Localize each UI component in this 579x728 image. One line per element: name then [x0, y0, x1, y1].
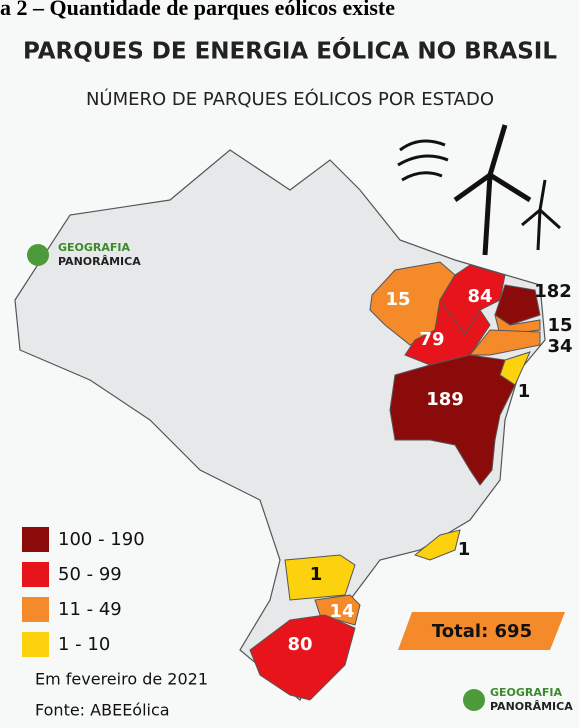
- logo-text: GEOGRAFIA: [490, 686, 563, 699]
- legend-swatch: [22, 527, 49, 552]
- subtitle: NÚMERO DE PARQUES EÓLICOS POR ESTADO: [86, 88, 494, 110]
- state-value: 1: [310, 564, 323, 585]
- wind-icon: [397, 124, 562, 256]
- total: Total: 695: [432, 621, 532, 642]
- logo: GEOGRAFIA PANORÂMICA: [27, 241, 141, 268]
- logo-globe: [463, 689, 485, 711]
- footer-source: Fonte: ABEEólica: [35, 701, 170, 720]
- state-value: 80: [287, 634, 312, 655]
- state: [249, 614, 356, 701]
- footer-date: Em fevereiro de 2021: [35, 670, 208, 689]
- state-value: 34: [547, 336, 572, 357]
- state: [314, 594, 361, 626]
- logo: GEOGRAFIA PANORÂMICA: [463, 686, 573, 713]
- state: [284, 554, 356, 601]
- state-value: 189: [426, 389, 464, 410]
- state-value: 1: [458, 539, 471, 560]
- state-value: 1: [518, 381, 531, 402]
- logo-text: PANORÂMICA: [490, 700, 573, 713]
- logo-globe: [27, 244, 49, 266]
- title: PARQUES DE ENERGIA EÓLICA NO BRASIL: [23, 37, 557, 65]
- state-value: 15: [547, 315, 572, 336]
- state-value: 182: [534, 281, 572, 302]
- logo-text: GEOGRAFIA: [58, 241, 131, 254]
- legend: 100 - 190 50 - 99 11 - 49 1 - 10: [22, 527, 145, 657]
- legend-label: 50 - 99: [58, 564, 122, 585]
- total-box: [398, 612, 565, 650]
- legend-label: 11 - 49: [58, 599, 122, 620]
- state-value: 14: [329, 601, 354, 622]
- state: [413, 529, 461, 561]
- state: [468, 329, 541, 356]
- legend-label: 1 - 10: [58, 634, 110, 655]
- caption: a 2 – Quantidade de parques eólicos exis…: [0, 0, 395, 20]
- legend-label: 100 - 190: [58, 529, 145, 550]
- logo-text: PANORÂMICA: [58, 255, 141, 268]
- legend-swatch: [22, 632, 49, 657]
- state-value: 15: [385, 289, 410, 310]
- state: [389, 354, 516, 486]
- legend-swatch: [22, 597, 49, 622]
- state-value: 84: [467, 286, 492, 307]
- legend-swatch: [22, 562, 49, 587]
- state-value: 79: [419, 329, 444, 350]
